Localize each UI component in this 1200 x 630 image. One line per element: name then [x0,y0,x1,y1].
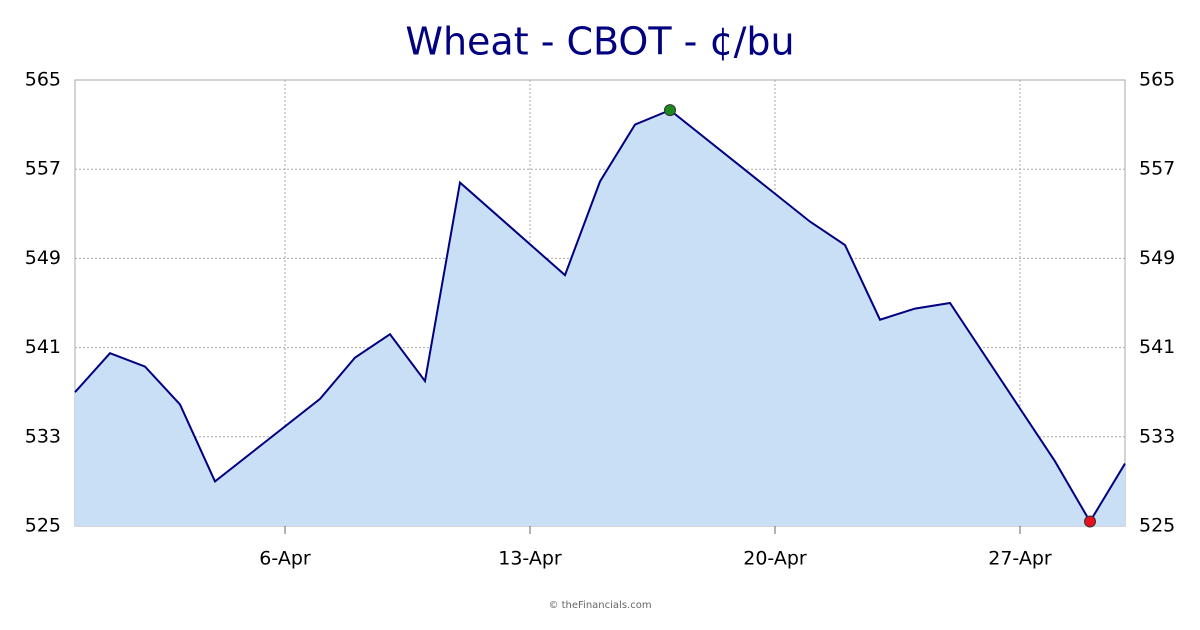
y2-tick-label: 565 [1139,69,1175,91]
high-marker [664,104,676,117]
y-tick-label: 541 [25,336,61,358]
y-tick-label: 557 [25,158,61,180]
y-tick-label: 525 [25,515,61,537]
x-tick-label: 13-Apr [498,548,562,570]
footer: © theFinancials.com [548,600,651,611]
y2-tick-label: 549 [1139,247,1175,269]
y-tick-label: 549 [25,247,61,269]
y2-tick-label: 533 [1139,425,1175,447]
x-tick-label: 6-Apr [259,548,311,570]
y-tick-label: 533 [25,425,61,447]
y2-tick-label: 525 [1139,515,1175,537]
x-tick-label: 20-Apr [743,548,807,570]
line [74,108,1126,524]
y2-tick-label: 541 [1139,336,1175,358]
x-tick-label: 27-Apr [988,548,1052,570]
chart-title: Wheat - CBOT - ¢/bu [405,20,794,64]
y-tick-label: 565 [25,69,61,91]
low-marker [1084,515,1096,528]
area [75,110,1125,526]
y2-tick-label: 557 [1139,158,1175,180]
